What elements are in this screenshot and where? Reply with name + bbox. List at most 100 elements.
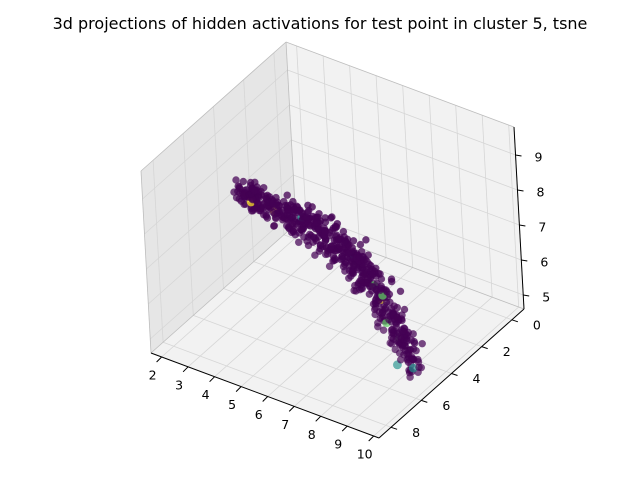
scatter-point: [333, 219, 342, 228]
z-tick-label: 7: [538, 220, 546, 235]
scatter-point: [376, 286, 385, 295]
x-grid-back: [455, 105, 467, 288]
z-tick-mark: [515, 154, 522, 157]
pane-edge: [140, 41, 287, 172]
scatter-point: [303, 208, 312, 217]
y-tick-label: 4: [473, 371, 481, 386]
scatter-point: [400, 305, 409, 314]
scatter-point: [349, 261, 358, 270]
y-tick-mark: [451, 373, 458, 376]
y-grid-left: [243, 79, 255, 262]
scatter-point: [239, 177, 248, 186]
z-tick-mark: [517, 189, 524, 192]
pane-edge: [140, 170, 152, 354]
scatter-point: [294, 238, 303, 247]
scatter-point: [327, 242, 336, 251]
y-grid-left: [152, 160, 164, 343]
x-tick-label: 9: [334, 437, 342, 452]
x-tick-label: 3: [175, 377, 183, 392]
scatter-point: [387, 277, 396, 286]
scatter-point: [250, 187, 259, 195]
z-tick-label: 5: [542, 290, 550, 305]
x-tick-label: 5: [228, 397, 236, 412]
scatter-point: [356, 240, 365, 249]
scatter-point: [293, 203, 302, 212]
scatter-point: [289, 197, 297, 206]
y-grid-left: [213, 106, 224, 289]
scatter-point: [344, 249, 353, 257]
y-tick-label: 6: [442, 398, 450, 413]
scatter-point: [396, 287, 405, 296]
scatter-point: [308, 203, 317, 211]
x-grid-back: [349, 65, 360, 248]
z-tick-label: 9: [535, 150, 543, 165]
scatter-point: [366, 261, 375, 270]
x-tick-mark: [156, 356, 162, 363]
x-grid-back: [428, 95, 440, 278]
x-grid-back: [296, 45, 307, 229]
scatter-point: [283, 191, 292, 200]
x-tick-mark: [341, 425, 348, 432]
scatter-point: [340, 233, 349, 241]
scatter-point: [344, 274, 353, 283]
scatter-point: [315, 209, 323, 218]
scatter-point: [379, 326, 388, 335]
z-tick-mark: [523, 294, 530, 297]
y-tick-label: 0: [533, 317, 541, 332]
x-tick-mark: [368, 435, 375, 442]
x-tick-label: 7: [281, 417, 289, 432]
x-tick-mark: [209, 376, 215, 383]
scatter-point: [409, 330, 418, 338]
z-tick-mark: [521, 259, 528, 262]
z-grid-left: [146, 139, 292, 270]
tick-labels: 2 3 4 5 6 7 8 9 10 0 2 4 6 8 5 6 7 8 9: [149, 150, 551, 462]
x-tick-mark: [288, 406, 295, 412]
x-grid-back: [322, 55, 334, 238]
y-tick-mark: [481, 346, 488, 350]
scatter-point: [327, 214, 335, 222]
scatter-point: [389, 335, 398, 343]
scatter-point: [358, 252, 367, 261]
chart-title: 3d projections of hidden activations for…: [53, 14, 588, 33]
x-tick-label: 2: [149, 368, 157, 383]
x-tick-mark: [315, 415, 322, 422]
x-grid-back: [402, 85, 414, 268]
z-grid-left: [144, 104, 290, 235]
pane-edge: [150, 223, 297, 354]
scatter-point: [321, 227, 329, 236]
y-tick-label: 8: [412, 425, 420, 440]
x-tick-mark: [262, 396, 269, 402]
pane-edge: [285, 41, 515, 128]
x-grid-back: [481, 115, 493, 298]
scatter-point: [418, 339, 427, 348]
z-grid-back: [289, 104, 518, 191]
scatter-point: [332, 231, 341, 240]
z-grid-back: [287, 69, 516, 156]
x-tick-label: 10: [357, 447, 373, 462]
scatter-point: [373, 322, 382, 331]
x-tick-label: 8: [308, 427, 316, 442]
z-tick-label: 8: [537, 185, 545, 200]
x-grid-back: [375, 75, 387, 258]
y-grid-floor: [193, 315, 422, 401]
scatter-point: [235, 184, 244, 193]
pane-edge: [285, 41, 297, 225]
z-tick-mark: [519, 224, 526, 227]
x-axis-line: [150, 352, 380, 439]
y-tick-mark: [511, 319, 519, 323]
x-tick-mark: [182, 366, 189, 373]
z-tick-label: 6: [540, 255, 548, 270]
y-tick-label: 2: [503, 344, 511, 359]
z-grid-left: [142, 69, 288, 200]
scatter-point: [414, 358, 423, 366]
x-tick-label: 4: [202, 387, 210, 402]
scatter-point: [283, 201, 292, 210]
scatter-point: [412, 346, 420, 355]
z-grid-back: [291, 139, 520, 226]
y-grid-floor: [162, 341, 392, 428]
x-tick-label: 6: [255, 407, 263, 422]
z-grid-back: [293, 174, 522, 261]
scatter-point: [272, 201, 281, 210]
scatter-point: [398, 327, 407, 336]
